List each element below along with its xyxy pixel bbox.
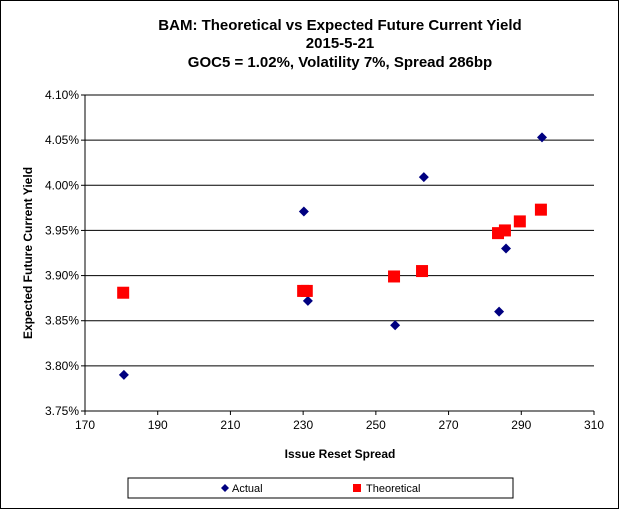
legend-box	[127, 477, 514, 499]
theoretical-point	[534, 203, 547, 216]
legend-theoretical-marker	[353, 484, 361, 492]
legend: Actual Theoretical	[127, 477, 514, 499]
x-tick-label: 290	[511, 418, 531, 432]
chart-title-line-2: 2015-5-21	[306, 35, 374, 52]
y-tick-label: 4.00%	[45, 178, 79, 192]
y-tick-label: 4.05%	[45, 133, 79, 147]
theoretical-point	[300, 284, 313, 297]
x-tick-label: 250	[366, 418, 386, 432]
actual-point	[302, 295, 313, 306]
x-tick-label: 310	[584, 418, 604, 432]
x-tick-label: 190	[148, 418, 168, 432]
legend-actual-marker	[221, 484, 229, 492]
actual-point	[494, 306, 505, 317]
theoretical-point	[388, 270, 401, 283]
x-tick-label: 230	[293, 418, 313, 432]
actual-point	[298, 206, 309, 217]
x-tick-label: 170	[75, 418, 95, 432]
y-tick-label: 3.80%	[45, 359, 79, 373]
y-tick-label: 3.90%	[45, 269, 79, 283]
y-tick-label: 3.75%	[45, 404, 79, 418]
theoretical-point	[513, 215, 526, 228]
chart-title-line-3: GOC5 = 1.02%, Volatility 7%, Spread 286b…	[188, 54, 492, 71]
chart-title-line-1: BAM: Theoretical vs Expected Future Curr…	[158, 17, 521, 34]
y-tick-label: 4.10%	[45, 88, 79, 102]
actual-point	[501, 243, 512, 254]
y-tick-label: 3.95%	[45, 223, 79, 237]
theoretical-point	[498, 224, 511, 237]
y-axis-label: Expected Future Current Yield	[21, 167, 35, 339]
theoretical-point	[117, 286, 130, 299]
actual-point	[118, 369, 129, 380]
x-axis-label: Issue Reset Spread	[285, 447, 396, 461]
actual-point	[418, 172, 429, 183]
x-tick-label: 210	[220, 418, 240, 432]
actual-point	[537, 132, 548, 143]
theoretical-point	[416, 265, 429, 278]
x-tick-label: 270	[439, 418, 459, 432]
legend-theoretical-label: Theoretical	[366, 483, 420, 495]
actual-point	[390, 320, 401, 331]
legend-actual-label: Actual	[232, 483, 263, 495]
y-tick-label: 3.85%	[45, 314, 79, 328]
